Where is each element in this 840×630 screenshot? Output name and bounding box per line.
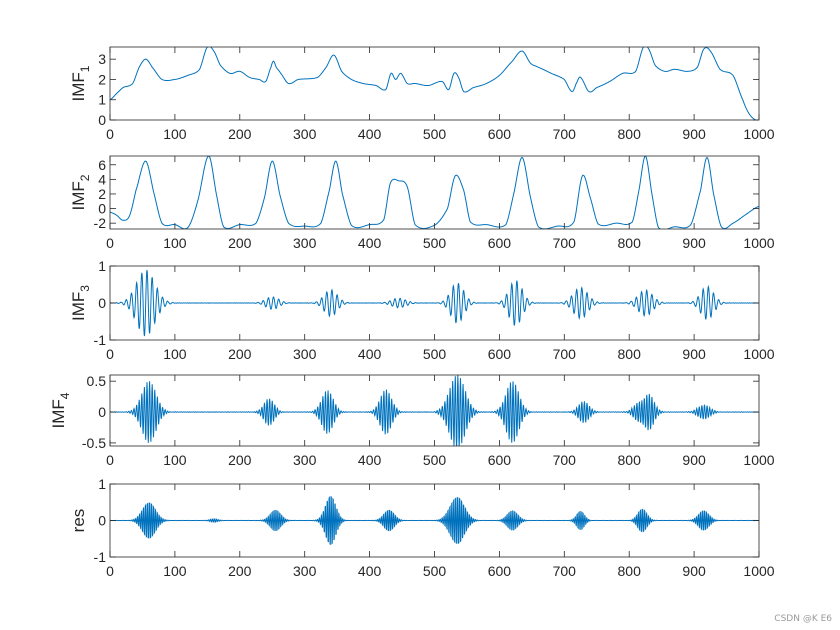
- x-tick-label: 700: [553, 452, 577, 468]
- x-tick-label: 200: [228, 235, 252, 251]
- x-tick-label: 800: [618, 452, 642, 468]
- x-tick-label: 100: [163, 563, 187, 579]
- y-axis-label: IMF1: [69, 65, 92, 101]
- x-tick-label: 0: [106, 346, 114, 362]
- y-axis-label-subscript: 1: [78, 65, 92, 72]
- x-tick-label: 900: [682, 563, 706, 579]
- subplot-2: 0 100 200 300 400 500 600 700 800 900 1000-20246IM…: [69, 155, 775, 251]
- x-tick-label: 0: [106, 235, 114, 251]
- x-tick-label: 500: [423, 235, 447, 251]
- x-tick-label: 500: [423, 346, 447, 362]
- x-tick-label: 1000: [743, 235, 774, 251]
- x-tick-label: 900: [682, 452, 706, 468]
- x-tick-label: 200: [228, 126, 252, 142]
- plot-area: [110, 156, 759, 229]
- x-tick-label: 700: [553, 126, 577, 142]
- plot-area: [110, 375, 759, 446]
- x-tick-label: 300: [293, 126, 317, 142]
- watermark: CSDN @K E6: [774, 614, 832, 624]
- x-tick-label: 700: [553, 235, 577, 251]
- y-axis-label: res: [69, 509, 88, 533]
- y-tick-label: 4: [98, 171, 106, 187]
- signal-line: [110, 269, 759, 337]
- x-tick-label: 600: [488, 452, 512, 468]
- signal-line: [110, 495, 759, 545]
- y-tick-label: 3: [98, 51, 106, 67]
- y-tick-label: 1: [98, 476, 106, 492]
- x-tick-label: 400: [358, 563, 382, 579]
- y-axis-label: IMF4: [49, 392, 72, 428]
- x-tick-label: 200: [228, 346, 252, 362]
- x-tick-label: 0: [106, 452, 114, 468]
- x-tick-label: 300: [293, 452, 317, 468]
- y-tick-label: 1: [98, 258, 106, 274]
- x-tick-label: 800: [618, 346, 642, 362]
- y-tick-label: 1: [98, 92, 106, 108]
- x-tick-label: 600: [488, 235, 512, 251]
- x-tick-label: 0: [106, 563, 114, 579]
- y-axis-label-subscript: 4: [58, 392, 72, 399]
- y-axis-label-subscript: 3: [78, 285, 92, 292]
- x-tick-label: 100: [163, 452, 187, 468]
- x-tick-label: 500: [423, 126, 447, 142]
- x-tick-label: 1000: [743, 346, 774, 362]
- y-axis-label: IMF3: [69, 285, 92, 321]
- x-tick-label: 800: [618, 126, 642, 142]
- x-tick-label: 400: [358, 452, 382, 468]
- signal-line: [110, 47, 759, 120]
- y-tick-label: -1: [94, 549, 107, 565]
- x-tick-label: 600: [488, 346, 512, 362]
- x-tick-label: 1000: [743, 452, 774, 468]
- y-tick-label: -0.5: [82, 435, 106, 451]
- y-tick-label: 0: [98, 295, 106, 311]
- x-tick-label: 1000: [743, 563, 774, 579]
- x-tick-label: 1000: [743, 126, 774, 142]
- x-tick-label: 100: [163, 235, 187, 251]
- x-tick-label: 800: [618, 563, 642, 579]
- x-tick-label: 400: [358, 126, 382, 142]
- x-tick-label: 900: [682, 235, 706, 251]
- y-tick-label: 6: [98, 157, 106, 173]
- signal-line: [110, 375, 759, 446]
- y-tick-label: -2: [94, 215, 107, 231]
- subplot-4: 0 100 200 300 400 500 600 700 800 900 1000-0.500.5…: [49, 373, 775, 468]
- y-tick-label: 0: [98, 112, 106, 128]
- x-tick-label: 0: [106, 126, 114, 142]
- y-tick-label: 0: [98, 513, 106, 529]
- x-tick-label: 300: [293, 563, 317, 579]
- x-tick-label: 500: [423, 563, 447, 579]
- x-tick-label: 600: [488, 126, 512, 142]
- x-tick-label: 900: [682, 346, 706, 362]
- x-tick-label: 100: [163, 126, 187, 142]
- y-tick-label: 0.5: [87, 373, 107, 389]
- x-tick-label: 300: [293, 235, 317, 251]
- x-tick-label: 700: [553, 563, 577, 579]
- y-tick-label: 0: [98, 201, 106, 217]
- x-tick-label: 900: [682, 126, 706, 142]
- x-tick-label: 800: [618, 235, 642, 251]
- y-tick-label: 2: [98, 71, 106, 87]
- x-tick-label: 300: [293, 346, 317, 362]
- y-tick-label: -1: [94, 332, 107, 348]
- x-tick-label: 400: [358, 346, 382, 362]
- x-tick-label: 200: [228, 452, 252, 468]
- y-tick-label: 0: [98, 404, 106, 420]
- y-axis-label-subscript: 2: [78, 174, 92, 181]
- x-tick-label: 700: [553, 346, 577, 362]
- y-axis-label: IMF2: [69, 174, 92, 210]
- x-tick-label: 600: [488, 563, 512, 579]
- x-tick-label: 500: [423, 452, 447, 468]
- x-tick-label: 400: [358, 235, 382, 251]
- x-tick-label: 100: [163, 346, 187, 362]
- y-tick-label: 2: [98, 186, 106, 202]
- x-tick-label: 200: [228, 563, 252, 579]
